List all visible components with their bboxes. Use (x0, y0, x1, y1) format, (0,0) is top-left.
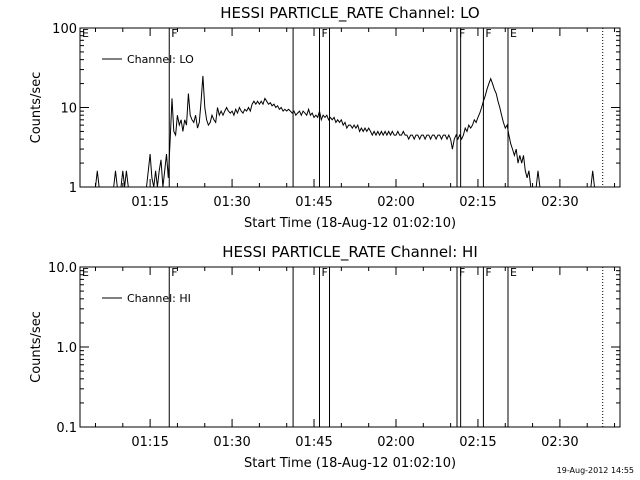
hi-y-tick-label: 10.0 (48, 261, 77, 276)
hi-flag-label: E (510, 266, 517, 279)
lo-series-line (113, 170, 118, 188)
lo-x-axis-label: Start Time (18-Aug-12 01:02:10) (244, 216, 456, 231)
lo-series-line (535, 170, 541, 188)
hi-x-tick-label: 01:45 (295, 435, 332, 450)
lo-x-tick-label: 01:15 (131, 195, 168, 210)
hi-plot-frame (79, 266, 621, 428)
hi-flag-label: F (485, 266, 491, 279)
hi-x-tick-label: 01:30 (213, 435, 250, 450)
hi-y-tick-label: 0.1 (56, 421, 77, 436)
lo-flag-label: F (321, 27, 327, 40)
lo-y-tick-label: 10 (60, 102, 77, 117)
hi-flag-label: E (82, 266, 89, 279)
lo-flag-label: F (459, 27, 465, 40)
hi-flag-label: F (459, 266, 465, 279)
lo-y-tick-label: 100 (52, 22, 77, 37)
hi-x-tick-label: 02:30 (541, 435, 578, 450)
lo-x-tick-label: 01:45 (295, 195, 332, 210)
lo-flag-label: E (82, 27, 89, 40)
hi-x-tick-label: 01:15 (131, 435, 168, 450)
lo-y-tick-label: 1 (69, 181, 77, 196)
lo-series-line (120, 170, 129, 188)
lo-chart-title: HESSI PARTICLE_RATE Channel: LO (220, 4, 479, 23)
hi-chart-title: HESSI PARTICLE_RATE Channel: HI (222, 243, 478, 262)
lo-x-tick-label: 02:15 (459, 195, 496, 210)
hi-x-tick-label: 02:15 (459, 435, 496, 450)
hi-x-tick-label: 02:00 (377, 435, 414, 450)
lo-flag-label: F (485, 27, 491, 40)
plot-timestamp: 19-Aug-2012 14:55 (556, 466, 634, 475)
hi-flag-label: F (171, 266, 177, 279)
lo-x-tick-label: 02:30 (541, 195, 578, 210)
lo-series-line (95, 170, 100, 188)
hi-y-axis-label: Counts/sec (29, 311, 44, 383)
hi-y-tick-label: 1.0 (56, 341, 77, 356)
lo-legend-label: Channel: LO (127, 53, 194, 66)
hi-flag-label: F (321, 266, 327, 279)
lo-flag-label: E (510, 27, 517, 40)
lo-x-tick-label: 02:00 (377, 195, 414, 210)
hi-legend-label: Channel: HI (127, 292, 191, 305)
lo-flag-label: F (171, 27, 177, 40)
lo-series-line (146, 75, 532, 188)
lo-x-tick-label: 01:30 (213, 195, 250, 210)
lo-y-axis-label: Counts/sec (29, 72, 44, 144)
hi-x-axis-label: Start Time (18-Aug-12 01:02:10) (244, 456, 456, 471)
lo-series-line (590, 170, 595, 188)
